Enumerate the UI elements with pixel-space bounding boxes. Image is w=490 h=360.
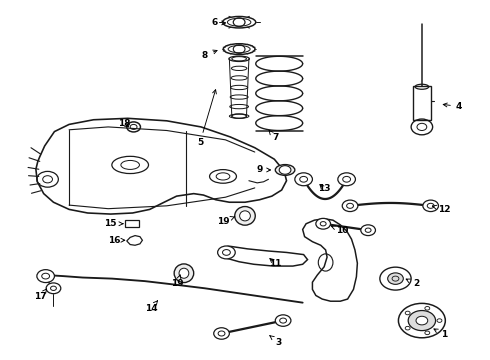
Text: 10: 10 xyxy=(331,226,348,235)
Ellipse shape xyxy=(240,211,250,221)
Text: 3: 3 xyxy=(270,336,281,347)
Text: 16: 16 xyxy=(108,236,125,245)
Circle shape xyxy=(388,273,403,284)
Text: 5: 5 xyxy=(197,90,217,147)
Ellipse shape xyxy=(179,268,189,278)
Text: 13: 13 xyxy=(318,184,330,193)
Text: 9: 9 xyxy=(256,166,270,175)
Text: 17: 17 xyxy=(34,289,47,301)
Text: 15: 15 xyxy=(104,219,123,228)
Text: 19: 19 xyxy=(172,275,184,288)
Circle shape xyxy=(398,303,445,338)
Ellipse shape xyxy=(235,207,255,225)
Bar xyxy=(413,86,431,120)
Circle shape xyxy=(408,311,436,330)
Text: 19: 19 xyxy=(217,216,235,226)
Circle shape xyxy=(338,173,355,186)
Circle shape xyxy=(214,328,229,339)
Circle shape xyxy=(46,283,61,294)
Text: 7: 7 xyxy=(269,130,278,142)
Circle shape xyxy=(37,270,54,283)
Circle shape xyxy=(423,200,439,212)
Circle shape xyxy=(316,219,331,229)
Circle shape xyxy=(342,200,358,212)
Bar xyxy=(125,220,139,226)
Text: 8: 8 xyxy=(202,50,217,60)
Circle shape xyxy=(279,166,291,174)
Text: 6: 6 xyxy=(212,18,225,27)
Text: 12: 12 xyxy=(432,205,451,214)
Circle shape xyxy=(380,267,411,290)
Text: 14: 14 xyxy=(145,301,157,313)
Text: 18: 18 xyxy=(118,119,130,128)
Ellipse shape xyxy=(275,165,295,175)
Ellipse shape xyxy=(174,264,194,283)
Text: 4: 4 xyxy=(443,102,462,111)
Circle shape xyxy=(416,316,428,325)
Circle shape xyxy=(295,173,313,186)
Circle shape xyxy=(361,225,375,235)
Text: 1: 1 xyxy=(434,329,447,339)
Text: 2: 2 xyxy=(406,279,419,288)
Text: 11: 11 xyxy=(269,258,282,268)
Circle shape xyxy=(218,246,235,259)
Circle shape xyxy=(275,315,291,326)
